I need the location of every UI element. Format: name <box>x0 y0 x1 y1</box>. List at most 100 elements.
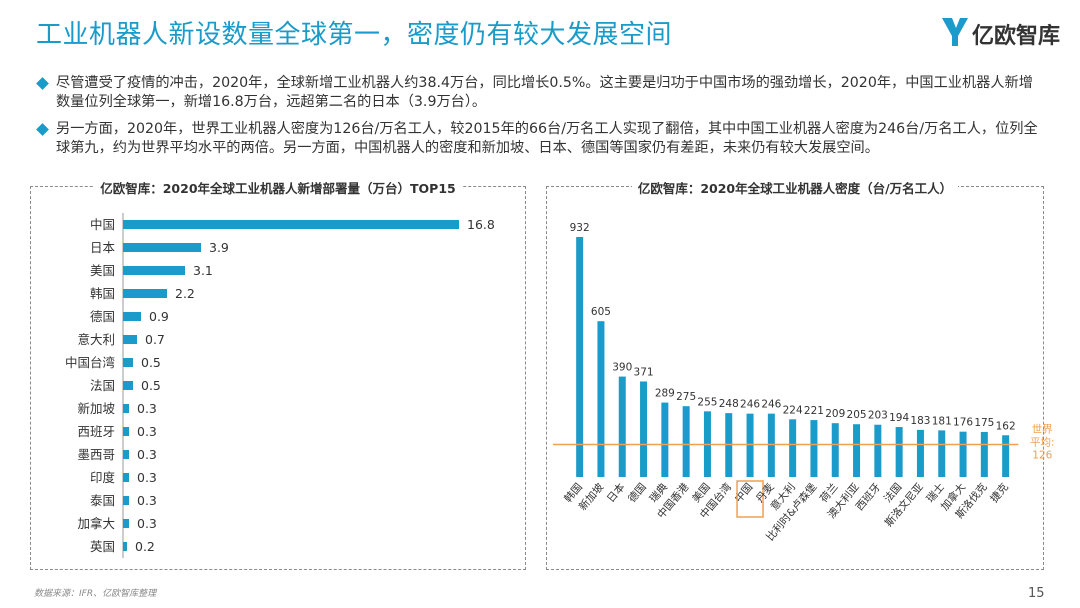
summary-bullets: 尽管遭受了疫情的冲击，2020年，全球新增工业机器人约38.4万台，同比增长0.… <box>36 74 1046 166</box>
page-title: 工业机器人新设数量全球第一，密度仍有较大发展空间 <box>36 20 673 50</box>
value-label: 224 <box>783 404 803 416</box>
value-label: 390 <box>612 362 632 374</box>
category-label: 中国 <box>732 481 755 505</box>
bar <box>123 220 459 229</box>
category-label: 中国 <box>90 217 115 232</box>
bar <box>831 423 839 477</box>
category-label: 西班牙 <box>77 424 115 439</box>
bar <box>123 289 167 298</box>
bar <box>895 427 903 477</box>
value-label: 0.3 <box>137 401 157 416</box>
value-label: 3.9 <box>209 240 229 255</box>
bar <box>123 335 137 344</box>
diamond-icon <box>36 77 49 90</box>
value-label: 0.9 <box>149 309 169 324</box>
value-label: 3.1 <box>193 263 213 278</box>
bar <box>597 321 605 477</box>
value-label: 371 <box>634 366 654 378</box>
bullet-text: 尽管遭受了疫情的冲击，2020年，全球新增工业机器人约38.4万台，同比增长0.… <box>56 75 1033 110</box>
category-label: 德国 <box>625 481 648 505</box>
value-label: 205 <box>847 409 867 421</box>
category-label: 中国台湾 <box>65 355 115 370</box>
value-label: 275 <box>676 391 696 403</box>
category-label: 捷克 <box>987 480 1011 505</box>
category-label: 墨西哥 <box>77 447 115 462</box>
value-label: 203 <box>868 410 888 422</box>
hbar-chart: 中国 16.8 日本 3.9 美国 3.1 韩国 2.2 德国 0.9 意大利 0.7 中国台湾 0.5 法… <box>65 213 495 558</box>
value-label: 0.3 <box>137 424 157 439</box>
category-label: 法国 <box>90 378 115 393</box>
right-chart-title: 亿欧智库：2020年全球工业机器人密度（台/万名工人） <box>631 181 959 196</box>
value-label: 194 <box>889 412 909 424</box>
bar <box>123 312 141 321</box>
bar <box>853 424 861 477</box>
value-label: 289 <box>655 388 675 400</box>
bar <box>810 420 818 477</box>
value-label: 181 <box>932 415 952 427</box>
bar <box>123 404 129 413</box>
category-label: 泰国 <box>90 493 115 508</box>
bar <box>980 431 988 477</box>
value-label: 162 <box>996 420 1016 432</box>
vbar-chart: 932韩国605新加坡390日本371德国289瑞典275中国香港255美国24… <box>553 222 1055 543</box>
value-label: 246 <box>761 399 781 411</box>
value-label: 0.3 <box>137 493 157 508</box>
value-label: 0.3 <box>137 516 157 531</box>
bullet-item: 尽管遭受了疫情的冲击，2020年，全球新增工业机器人约38.4万台，同比增长0.… <box>36 74 1046 112</box>
bar <box>789 419 797 477</box>
bar <box>661 402 669 477</box>
value-label: 605 <box>591 306 611 318</box>
bar <box>123 266 185 275</box>
value-label: 176 <box>953 417 973 429</box>
bar <box>123 427 129 436</box>
left-chart-panel: 亿欧智库：2020年全球工业机器人新增部署量（万台）TOP15 中国 16.8 日本… <box>30 181 526 570</box>
category-label: 英国 <box>90 539 115 554</box>
value-label: 16.8 <box>467 217 495 232</box>
logo-text: 亿欧智库 <box>972 24 1061 49</box>
category-label: 日本 <box>90 240 116 255</box>
bar <box>576 237 584 477</box>
category-label: 日本 <box>604 480 628 505</box>
value-label: 255 <box>697 396 717 408</box>
bar <box>874 424 882 477</box>
bar <box>123 243 201 252</box>
value-label: 932 <box>570 222 590 234</box>
value-label: 0.3 <box>137 447 157 462</box>
bar <box>916 429 924 477</box>
bar <box>123 473 129 482</box>
bar <box>1002 435 1010 477</box>
logo-icon <box>942 18 968 46</box>
value-label: 0.7 <box>145 332 165 347</box>
category-label: 新加坡 <box>77 401 115 416</box>
right-chart-panel: 亿欧智库：2020年全球工业机器人密度（台/万名工人） 932 韩国 605 新加坡 3… <box>546 181 1055 570</box>
bullet-text: 另一方面，2020年，世界工业机器人密度为126台/万名工人，较2015年的66… <box>56 121 1038 156</box>
highlight-box <box>736 480 764 518</box>
value-label: 0.5 <box>141 378 161 393</box>
value-label: 221 <box>804 405 824 417</box>
value-label: 183 <box>910 415 930 427</box>
world-average-label: 126 <box>1032 450 1052 462</box>
data-source: 数据来源：IFR、亿欧智库整理 <box>34 589 157 599</box>
bar <box>746 413 754 477</box>
bar <box>123 450 129 459</box>
bar <box>682 406 690 477</box>
world-average-label: 平均: <box>1030 437 1055 449</box>
value-label: 2.2 <box>175 286 195 301</box>
value-label: 0.5 <box>141 355 161 370</box>
bar <box>618 376 626 477</box>
value-label: 248 <box>719 398 739 410</box>
value-label: 209 <box>825 408 845 420</box>
page-number: 15 <box>1028 586 1045 601</box>
bullet-item: 另一方面，2020年，世界工业机器人密度为126台/万名工人，较2015年的66… <box>36 120 1046 158</box>
bar <box>640 381 648 477</box>
category-label: 新加坡 <box>576 480 607 513</box>
category-label: 美国 <box>90 263 115 278</box>
category-label: 印度 <box>90 470 116 485</box>
bar <box>959 431 967 477</box>
value-label: 246 <box>740 399 760 411</box>
category-label: 斯洛文尼亚 <box>882 480 926 529</box>
bar <box>938 430 946 477</box>
diamond-icon <box>36 123 49 136</box>
left-chart-title: 亿欧智库：2020年全球工业机器人新增部署量（万台）TOP15 <box>94 181 462 196</box>
bar <box>123 381 133 390</box>
